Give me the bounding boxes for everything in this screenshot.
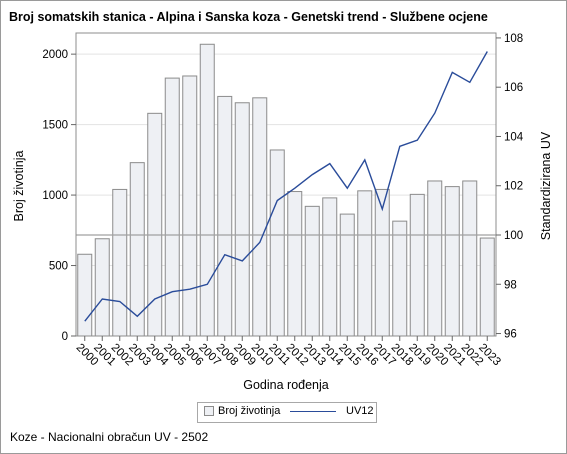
bar-2017: [374, 188, 390, 337]
bar-2016: [357, 190, 373, 337]
bar-2023: [479, 237, 495, 337]
bar-2009: [234, 102, 250, 337]
bar-2012: [287, 191, 303, 337]
y-right-tick-label: 100: [504, 230, 523, 242]
uv12-line: [84, 51, 488, 322]
chart-title: Broj somatskih stanica - Alpina i Sanska…: [9, 10, 488, 24]
bar-2002: [112, 188, 128, 337]
x-axis-title: Godina rođenja: [243, 378, 329, 392]
bar-2008: [217, 95, 233, 337]
bar-2018: [392, 220, 408, 337]
y-left-tick-label: 500: [49, 261, 68, 273]
bar-2014: [322, 197, 338, 337]
bar-2003: [129, 162, 145, 337]
bar-2013: [304, 205, 320, 337]
legend-item-line: UV12: [290, 405, 374, 417]
y-right-tick-label: 98: [504, 279, 517, 291]
plot-area-border: [75, 32, 497, 337]
bar-2020: [427, 180, 443, 337]
bar-2015: [339, 213, 355, 337]
axes-layer: 0500100015002000969810010210410610820002…: [42, 32, 524, 369]
bar-2007: [199, 43, 215, 337]
bar-2011: [269, 149, 285, 337]
y-left-tick-label: 2000: [42, 49, 68, 61]
bar-2019: [409, 193, 425, 337]
legend: Broj životinja UV12: [197, 402, 377, 423]
bar-2004: [147, 112, 163, 337]
bar-2021: [444, 186, 460, 337]
bar-2006: [182, 75, 198, 337]
footnote: Koze - Nacionalni obračun UV - 2502: [10, 430, 209, 444]
bar-2022: [462, 180, 478, 337]
bar-2005: [164, 77, 180, 337]
y-right-tick-label: 102: [504, 181, 523, 193]
legend-item-bars: Broj životinja: [204, 405, 280, 417]
legend-line-swatch: [290, 410, 336, 412]
y-right-tick-label: 104: [504, 131, 524, 143]
legend-bar-swatch: [204, 406, 214, 416]
bars-layer: [77, 43, 495, 337]
legend-line-label: UV12: [346, 405, 374, 417]
line-layer: [84, 51, 488, 322]
y-axis-left-title: Broj životinja: [12, 151, 26, 222]
y-axis-right-title: Standardizirana UV: [539, 131, 553, 240]
y-right-tick-label: 108: [504, 33, 523, 45]
bar-2000: [77, 253, 93, 337]
legend-bars-label: Broj životinja: [218, 405, 281, 417]
y-left-tick-label: 0: [62, 331, 68, 343]
y-right-tick-label: 96: [504, 329, 517, 341]
y-right-tick-label: 106: [504, 82, 523, 94]
bar-2010: [252, 97, 268, 337]
bar-2001: [94, 238, 110, 337]
y-left-tick-label: 1500: [42, 120, 68, 132]
y-left-tick-label: 1000: [42, 190, 68, 202]
